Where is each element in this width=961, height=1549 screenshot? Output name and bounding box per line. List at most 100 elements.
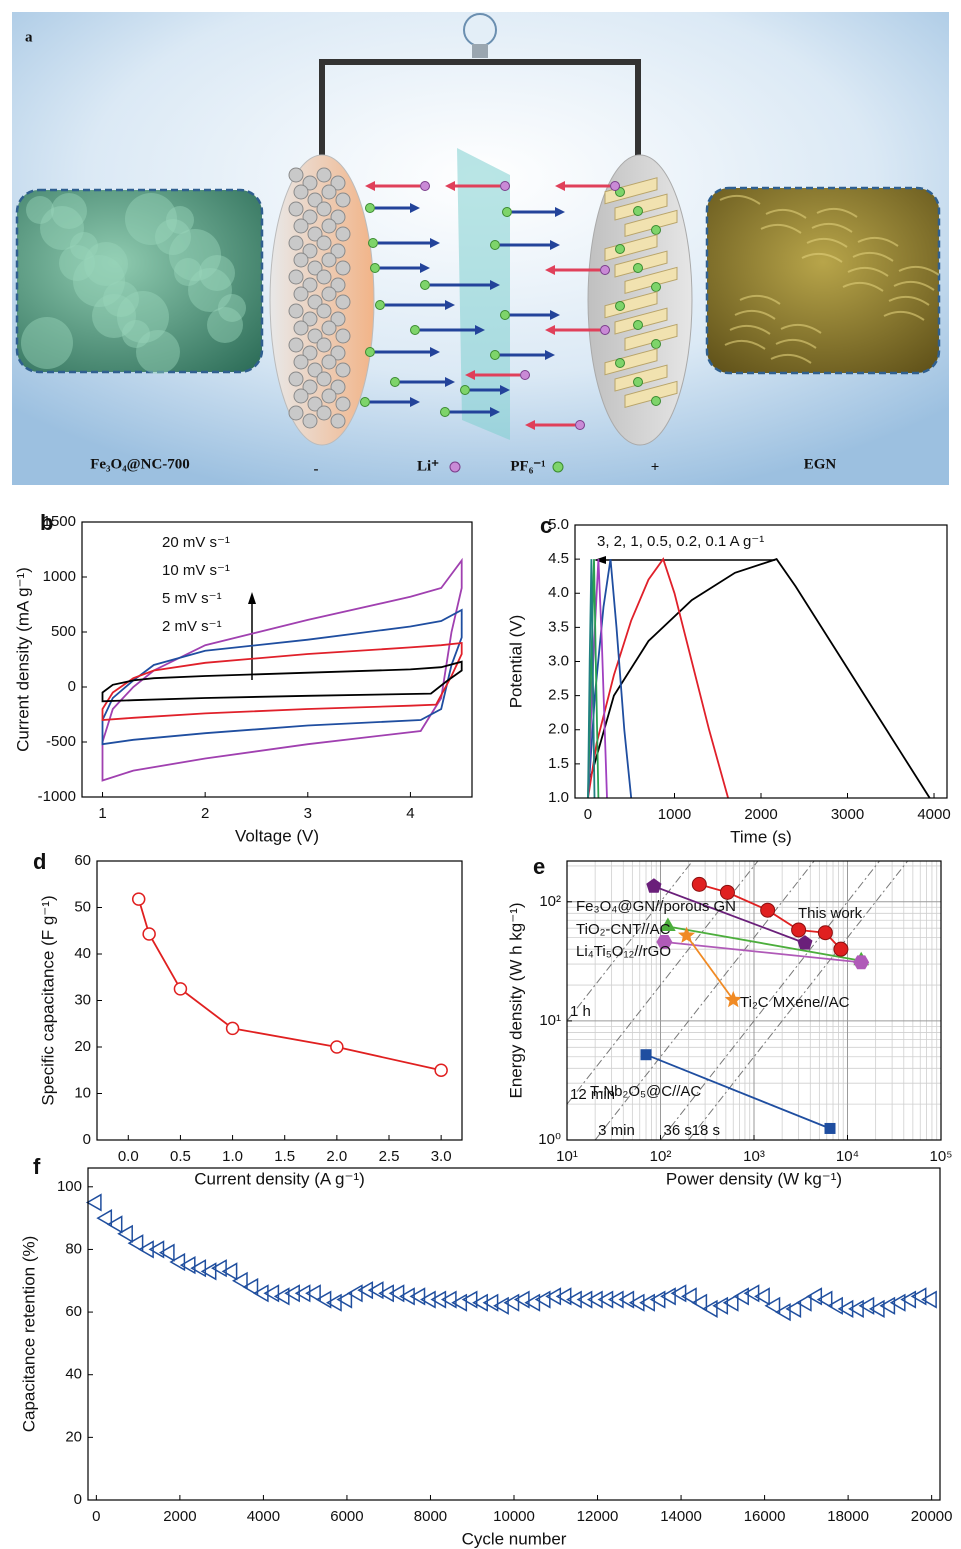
time-line-label: 1 h <box>570 1003 591 1020</box>
ion <box>503 208 512 217</box>
marker <box>317 1292 331 1308</box>
electrode-particle <box>336 261 350 275</box>
marker <box>761 903 775 917</box>
ion <box>611 182 620 191</box>
panel-label: b <box>40 510 53 535</box>
anion <box>616 359 625 368</box>
panel-label: c <box>540 513 552 538</box>
marker <box>202 1264 216 1280</box>
electrode-particle <box>289 202 303 216</box>
marker <box>662 1289 676 1305</box>
plot-frame <box>82 522 472 797</box>
ion <box>491 241 500 250</box>
electrode-particle <box>317 168 331 182</box>
x-axis-label: Voltage (V) <box>235 826 319 845</box>
anion <box>616 245 625 254</box>
electrode-particle <box>294 219 308 233</box>
y-tick-label: 3.0 <box>548 652 569 669</box>
y-tick-label: 100 <box>57 1178 82 1195</box>
negative-sign: - <box>314 461 319 477</box>
y-tick-label: 40 <box>74 945 91 962</box>
ion <box>601 326 610 335</box>
marker <box>672 1286 686 1302</box>
electrode-particle <box>322 389 336 403</box>
x-tick-label: 1000 <box>658 806 691 823</box>
x-tick-label: 3000 <box>831 806 864 823</box>
anion <box>652 340 661 349</box>
anion <box>652 226 661 235</box>
series-label: Li₄Ti₅O₁₂//rGO <box>576 943 671 960</box>
series-line <box>103 610 462 744</box>
marker <box>829 1298 843 1314</box>
marker <box>818 926 832 940</box>
ion <box>421 182 430 191</box>
marker <box>870 1301 884 1317</box>
plot-frame <box>575 525 947 798</box>
marker <box>331 1041 343 1053</box>
marker <box>881 1298 895 1314</box>
y-tick-label: 1000 <box>43 568 76 585</box>
marker <box>720 885 734 899</box>
x-tick-label: 2.5 <box>379 1148 400 1165</box>
y-tick-label: 0 <box>83 1131 91 1148</box>
electrode-particle <box>317 202 331 216</box>
panel-label: f <box>33 1154 41 1179</box>
x-tick-label: 0.5 <box>170 1148 191 1165</box>
electrode-particle <box>289 168 303 182</box>
x-tick-label: 16000 <box>744 1508 786 1525</box>
pf6-ion-label: PF₆⁻¹ <box>510 458 545 474</box>
x-axis-label: Current density (A g⁻¹) <box>194 1169 365 1188</box>
marker <box>328 1295 342 1311</box>
ion <box>361 398 370 407</box>
rate-arrow-head <box>594 556 606 564</box>
marker <box>181 1257 195 1273</box>
time-line <box>661 783 942 1140</box>
electrode-particle <box>336 227 350 241</box>
y-tick-label: 4.0 <box>548 584 569 601</box>
y-tick-label: 500 <box>51 623 76 640</box>
time-line <box>689 819 941 1140</box>
electrode-particle <box>289 338 303 352</box>
ion <box>576 421 585 430</box>
marker <box>853 955 869 969</box>
electrode-particle <box>322 253 336 267</box>
electrode-particle <box>294 389 308 403</box>
y-tick-label: 80 <box>65 1240 82 1257</box>
x-tick-label: 2000 <box>163 1508 196 1525</box>
x-tick-label: 0 <box>584 806 592 823</box>
texture-blob <box>218 294 246 322</box>
electrode-particle <box>317 236 331 250</box>
electrode-particle <box>294 321 308 335</box>
texture-blob <box>117 291 169 343</box>
x-tick-label: 10¹ <box>556 1148 578 1165</box>
electrode-particle <box>317 270 331 284</box>
series-label: TiO₂-CNT//AC <box>576 921 671 938</box>
x-tick-label: 0.0 <box>118 1148 139 1165</box>
marker <box>87 1195 101 1211</box>
ion <box>411 326 420 335</box>
marker <box>108 1217 122 1233</box>
series-label: T-Nb₂O₅@C//AC <box>590 1083 701 1100</box>
electrode-particle <box>322 287 336 301</box>
y-tick-label: 10¹ <box>539 1012 561 1029</box>
x-tick-label: 10⁵ <box>930 1148 953 1165</box>
anion <box>634 378 643 387</box>
x-tick-label: 10⁴ <box>836 1148 859 1165</box>
marker <box>902 1292 916 1308</box>
series-line <box>103 643 462 720</box>
y-tick-label: -500 <box>46 733 76 750</box>
y-tick-label: 4.5 <box>548 550 569 567</box>
scan-rate-arrow-head <box>248 592 256 604</box>
electrode-particle <box>336 363 350 377</box>
legend-label: 2 mV s⁻¹ <box>162 618 222 635</box>
marker <box>536 1292 550 1308</box>
x-tick-label: 2.0 <box>326 1148 347 1165</box>
legend-label: 20 mV s⁻¹ <box>162 534 230 551</box>
anion <box>634 207 643 216</box>
y-tick-label: 60 <box>65 1303 82 1320</box>
y-tick-label: 50 <box>74 898 91 915</box>
marker <box>265 1286 279 1302</box>
y-tick-label: 1.5 <box>548 755 569 772</box>
y-tick-label: 10 <box>74 1084 91 1101</box>
marker <box>891 1295 905 1311</box>
